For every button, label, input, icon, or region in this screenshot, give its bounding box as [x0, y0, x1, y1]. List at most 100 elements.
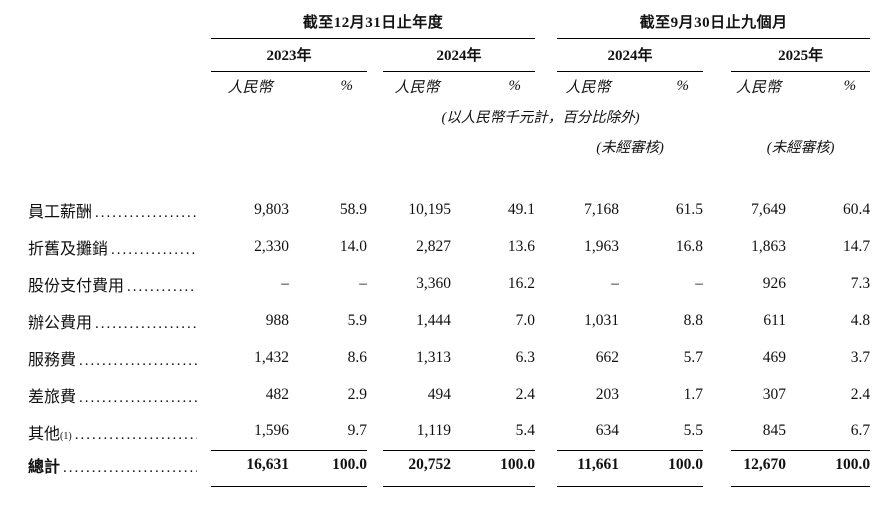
cell-value: 5.5 [619, 413, 704, 451]
group-gap [535, 339, 557, 376]
group-gap [535, 6, 557, 38]
cell-value: 845 [731, 413, 787, 451]
header-rmb: 人民幣 [565, 79, 611, 96]
col-gap [703, 38, 731, 71]
dot-leader: ........................ [79, 352, 197, 369]
row-label-cell: 股份支付費用 ........................ [28, 265, 211, 302]
dot-leader: ........................ [95, 204, 197, 221]
dot-leader: ........................ [79, 389, 197, 406]
year-2023: 2023年 [211, 38, 367, 72]
group-gap [535, 376, 557, 413]
col-gap [367, 413, 383, 450]
row-label: 折舊及攤銷 [28, 240, 109, 258]
period-group-year-end: 截至12月31日止年度 [211, 6, 536, 39]
note-spacer [211, 131, 557, 161]
cell-value: 60.4 [842, 200, 871, 218]
financial-table: 截至12月31日止年度 截至9月30日止九個月 2023年 2024年 2024… [28, 6, 871, 487]
cell-value: 662 [595, 348, 620, 366]
cell-value: 13.6 [507, 237, 536, 255]
cell-value: – [359, 274, 367, 292]
cell-value: 5.4 [451, 413, 536, 451]
cell-value: 7.0 [515, 311, 536, 329]
cell-value: 482 [265, 385, 289, 403]
total-value: 20,752 [383, 450, 451, 487]
cell-value: 1,031 [584, 311, 620, 329]
label-col-spacer [28, 38, 211, 71]
col-gap [703, 228, 731, 265]
col-gap [367, 450, 383, 486]
year-2025-nine-months: 2025年 [731, 38, 871, 72]
table-footer: 總計 ........................ 16,631 100.0… [28, 450, 871, 487]
unit-note-row: (以人民幣千元計，百分比除外) [28, 101, 870, 131]
table-body: 員工薪酬 ........................ 9,803 58.9… [28, 191, 871, 451]
cell-value: 2.4 [515, 385, 536, 403]
col-gap [703, 450, 731, 486]
col-gap [703, 413, 731, 450]
row-label: 員工薪酬 [28, 203, 93, 221]
col-gap [703, 376, 731, 413]
header-percent: % [843, 77, 857, 94]
group-gap [535, 450, 557, 486]
cell-value: 469 [762, 348, 787, 366]
total-label-cell: 總計 ........................ [28, 450, 211, 486]
year-row: 2023年 2024年 2024年 2025年 [28, 38, 871, 72]
label-col-spacer [28, 101, 211, 131]
table-header: 截至12月31日止年度 截至9月30日止九個月 2023年 2024年 2024… [28, 6, 871, 191]
col-gap [367, 191, 383, 228]
col-gap [367, 302, 383, 339]
cell-value: 2,330 [254, 237, 289, 255]
col-gap [367, 38, 383, 71]
cell-value: 58.9 [339, 200, 367, 218]
row-label-cell: 辦公費用 ........................ [28, 302, 211, 339]
total-value: 16,631 [211, 450, 289, 487]
dot-leader: ........................ [63, 459, 197, 476]
row-label-cell: 服務費 ........................ [28, 339, 211, 376]
group-gap [535, 38, 557, 71]
dot-leader: ........................ [74, 426, 197, 443]
col-gap [703, 191, 731, 228]
spacer [28, 161, 870, 191]
cell-value: 5.9 [347, 311, 367, 329]
row-label: 辦公費用 [28, 314, 93, 332]
cell-value: – [281, 274, 289, 292]
cell-value: 3,360 [416, 274, 451, 292]
header-rmb: 人民幣 [394, 79, 440, 96]
header-percent: % [340, 77, 354, 94]
period-group-nine-months: 截至9月30日止九個月 [557, 6, 871, 39]
row-label: 其他 [28, 425, 61, 443]
col-gap [367, 376, 383, 413]
cell-value: 1,863 [751, 237, 787, 255]
total-value: 100.0 [786, 450, 871, 487]
col-gap [703, 265, 731, 302]
table-row: 辦公費用 ........................ 988 5.9 1,… [28, 302, 870, 339]
total-value: 11,661 [557, 450, 620, 487]
cell-value: 7.3 [850, 274, 871, 292]
unit-note: (以人民幣千元計，百分比除外) [441, 109, 640, 126]
row-label-cell: 折舊及攤銷 ........................ [28, 228, 211, 265]
cell-value: 10,195 [408, 200, 451, 218]
cell-value: 307 [762, 385, 787, 403]
dot-leader: ........................ [111, 241, 197, 258]
cell-value: 9.7 [289, 413, 367, 451]
cell-value: 5.7 [683, 348, 704, 366]
cell-value: 1.7 [683, 385, 704, 403]
total-value: 12,670 [731, 450, 787, 487]
dot-leader: ........................ [95, 315, 197, 332]
cell-value: 1,119 [383, 413, 451, 451]
col-gap [703, 71, 731, 101]
cell-value: 2,827 [416, 237, 451, 255]
cell-value: 988 [265, 311, 289, 329]
cell-value: 14.0 [339, 237, 367, 255]
total-row: 總計 ........................ 16,631 100.0… [28, 450, 871, 487]
cell-value: 1,432 [254, 348, 289, 366]
total-value: 100.0 [289, 450, 367, 487]
cell-value: 8.8 [683, 311, 704, 329]
cell-value: 2.4 [850, 385, 871, 403]
label-col-spacer [28, 71, 211, 101]
header-rmb: 人民幣 [227, 79, 273, 96]
row-label-cell: 差旅費 ........................ [28, 376, 211, 413]
cell-value: 14.7 [842, 237, 871, 255]
cell-value: 1,444 [416, 311, 451, 329]
col-gap [367, 228, 383, 265]
